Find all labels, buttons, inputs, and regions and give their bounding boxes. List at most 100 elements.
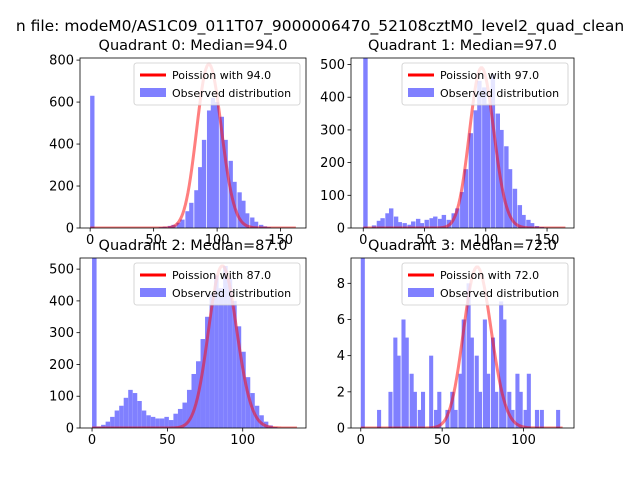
y-tick-label: 600 (49, 96, 74, 111)
histogram-bar (241, 351, 246, 428)
legend-hist-swatch (408, 88, 434, 97)
histogram-bar (137, 400, 142, 428)
histogram-bar (521, 214, 526, 228)
histogram-bar (146, 415, 151, 428)
y-tick-label: 8 (337, 277, 345, 292)
y-tick-label: 100 (49, 390, 74, 405)
histogram-bar (141, 410, 147, 428)
histogram-bar (227, 278, 233, 428)
histogram-bar (168, 420, 174, 428)
histogram-bar (173, 413, 178, 428)
histogram-bar (105, 421, 111, 428)
histogram-bar (407, 224, 412, 228)
histogram-bar (463, 169, 469, 228)
histogram-bar (128, 389, 133, 428)
histogram-bar (385, 213, 390, 228)
histogram-bar (205, 316, 210, 428)
histogram-bar (460, 192, 465, 228)
histogram-bar (393, 337, 398, 428)
y-tick-label: 2 (337, 385, 345, 400)
x-tick-label: 0 (359, 233, 367, 248)
histogram-bar (150, 416, 156, 428)
histogram-bar (90, 95, 95, 228)
histogram-bar (232, 300, 237, 428)
histogram-bar (477, 80, 482, 228)
histogram-bar (419, 223, 425, 228)
histogram-bar (194, 190, 199, 228)
x-tick-label: 100 (205, 233, 230, 248)
histogram-bar (404, 337, 409, 428)
histogram-bar (556, 409, 561, 428)
histogram-bar (110, 416, 115, 428)
histogram-bar (518, 391, 523, 428)
histogram-bar (402, 223, 407, 228)
histogram-bar (198, 167, 203, 228)
y-tick-label: 6 (337, 313, 345, 328)
histogram-bar (214, 102, 219, 228)
legend: Poission with 72.0 Observed distribution (401, 262, 569, 306)
poisson-curve (92, 264, 297, 428)
histogram-bar (523, 409, 528, 428)
x-tick-label: 100 (473, 233, 498, 248)
legend-box (133, 262, 301, 306)
y-tick-label: 200 (49, 180, 74, 195)
x-tick-label: 50 (434, 433, 451, 448)
histogram-bar (515, 373, 520, 428)
y-tick-label: 300 (49, 326, 74, 341)
histogram-bar (517, 205, 523, 228)
y-tick-label: 800 (49, 54, 74, 69)
histogram-bar (504, 146, 509, 228)
legend-hist-swatch (140, 88, 166, 97)
histogram-bar (388, 208, 394, 228)
histogram-bar (223, 139, 228, 228)
histogram-bar (189, 202, 194, 228)
histogram-bar (455, 208, 460, 228)
legend-hist-label: Observed distribution (172, 287, 291, 300)
legend-poisson-label: Poission with 72.0 (440, 269, 539, 282)
y-tick-label: 0 (66, 222, 74, 237)
histogram-bar (376, 220, 382, 228)
histogram-bar (177, 408, 183, 428)
histogram-bar (415, 218, 421, 228)
x-tick-label: 50 (145, 233, 162, 248)
legend-box (133, 62, 301, 106)
y-tick-label: 400 (320, 91, 345, 106)
histogram-bar (182, 402, 187, 428)
histogram-bar (534, 409, 540, 428)
histogram-bar (507, 391, 512, 428)
histogram-bar (209, 294, 215, 428)
histogram-bar (473, 110, 478, 228)
histogram-bar (461, 319, 466, 428)
histogram-bar (485, 103, 491, 228)
x-tick-label: 150 (268, 233, 293, 248)
histogram-bar (429, 355, 434, 428)
histogram-bar (450, 391, 455, 428)
histogram-bar (200, 339, 206, 428)
subplot-quadrant-2: Quadrant 2: Median=87.0 0 50 100 0 100 200 300 4… (49, 238, 307, 448)
axes-frame (79, 257, 307, 429)
histogram-bar (412, 391, 417, 428)
histogram-bar (191, 373, 197, 428)
y-tick-label: 200 (49, 358, 74, 373)
legend: Poission with 87.0 Observed distribution (133, 262, 301, 306)
histogram-bar (502, 319, 507, 428)
subplot-title: Quadrant 3: Median=72.0 (368, 238, 557, 254)
legend-box (401, 262, 569, 306)
histogram-bar (526, 219, 531, 228)
legend: Poission with 97.0 Observed distribution (401, 62, 569, 106)
subplot-title: Quadrant 1: Median=97.0 (368, 38, 557, 54)
legend-box (401, 62, 569, 106)
histogram-bar (469, 337, 474, 428)
histogram-bar (409, 373, 414, 428)
histogram-bar (159, 418, 165, 428)
histogram-bar (482, 319, 487, 428)
histogram-bar (466, 283, 471, 428)
histogram-bar (92, 258, 97, 428)
legend-hist-label: Observed distribution (440, 87, 559, 100)
legend-poisson-label: Poission with 97.0 (440, 69, 539, 82)
histogram-bar (241, 200, 246, 228)
histogram-bar (468, 133, 474, 228)
legend-hist-swatch (140, 288, 166, 297)
histogram-bar (499, 301, 504, 428)
